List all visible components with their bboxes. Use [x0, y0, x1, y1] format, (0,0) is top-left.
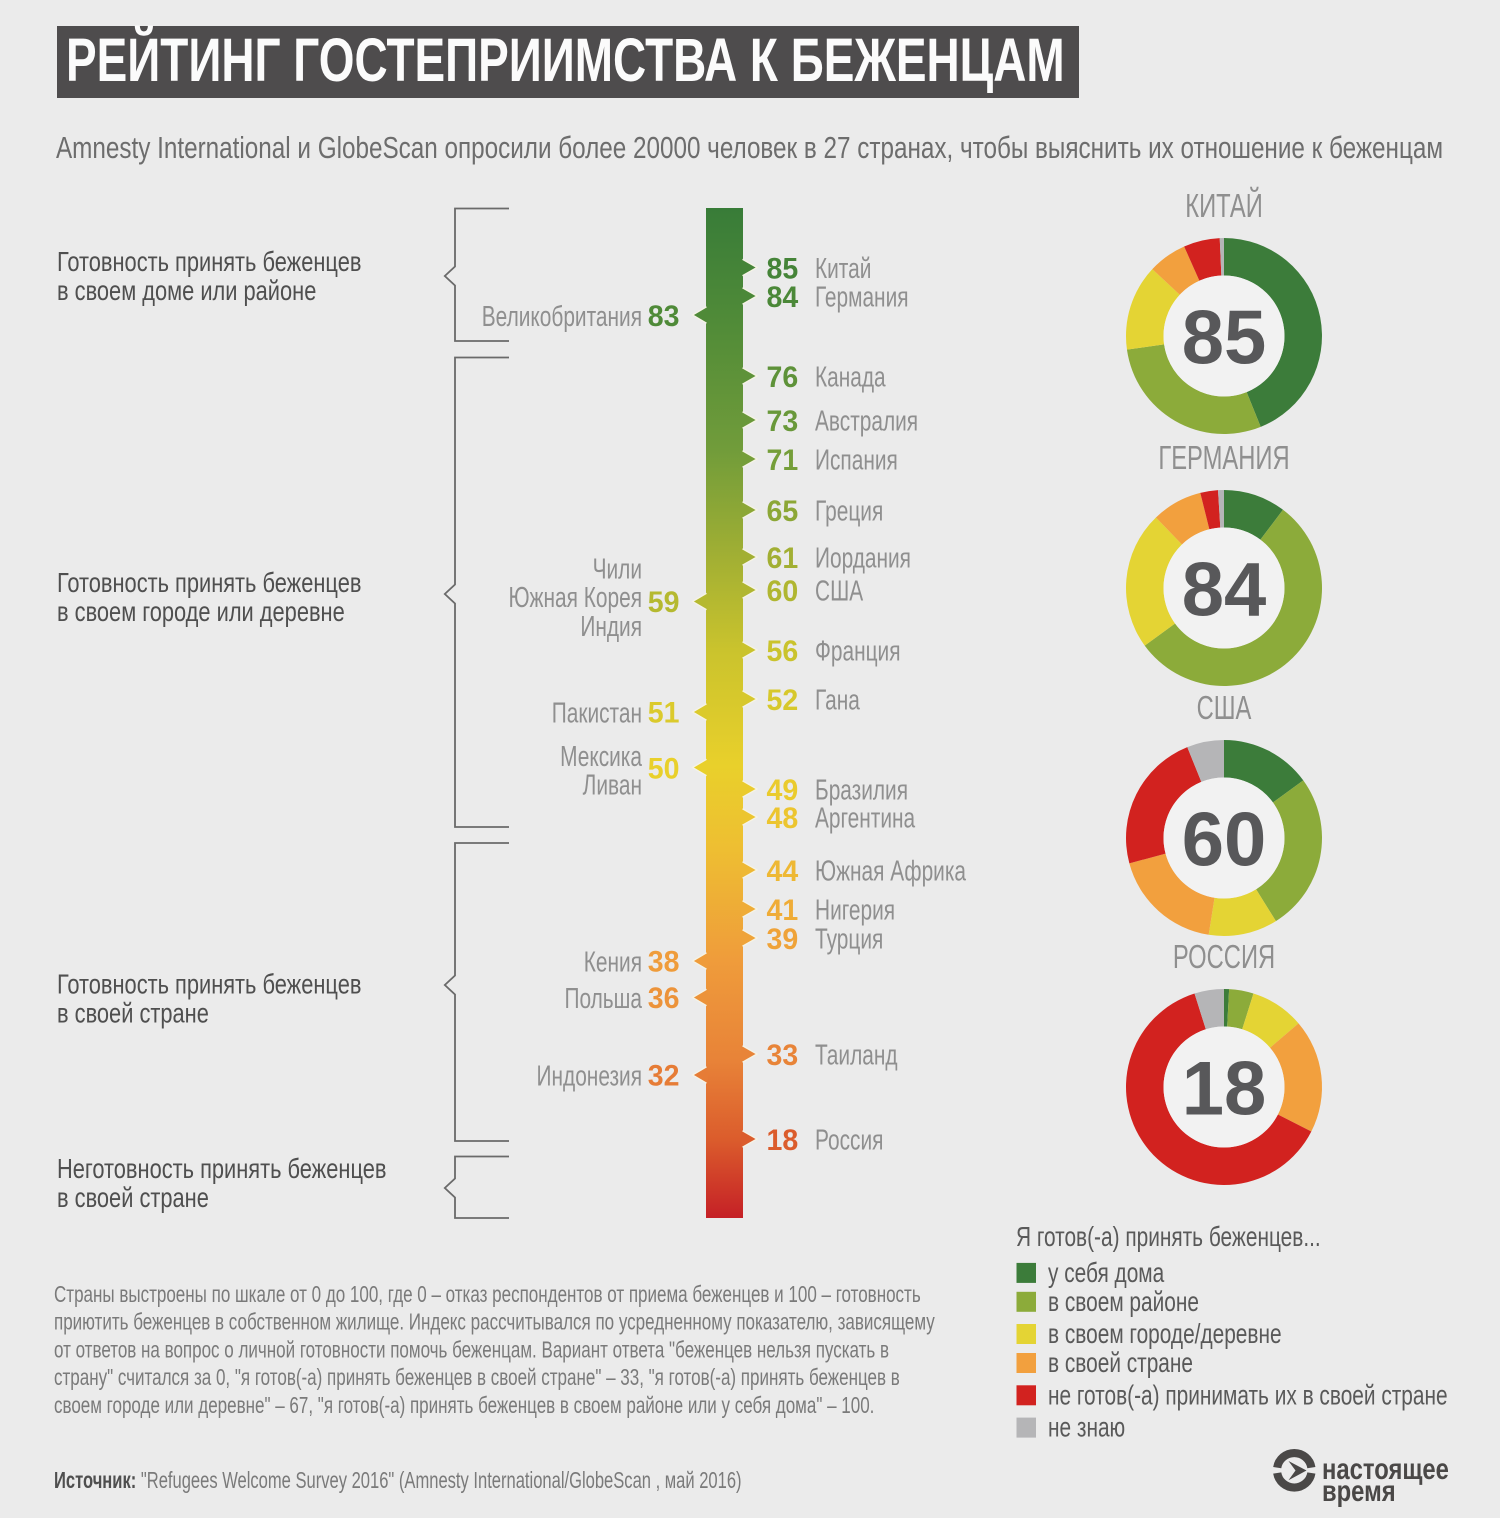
svg-text:в своем городе/деревне: в своем городе/деревне	[1048, 1319, 1282, 1350]
svg-text:Таиланд: Таиланд	[815, 1039, 898, 1071]
svg-text:Бразилия: Бразилия	[815, 774, 908, 806]
svg-text:71: 71	[767, 444, 799, 477]
svg-text:39: 39	[767, 923, 799, 956]
svg-text:18: 18	[1182, 1047, 1267, 1132]
svg-text:Ливан: Ливан	[583, 769, 642, 801]
svg-text:время: время	[1322, 1473, 1396, 1507]
svg-text:не знаю: не знаю	[1048, 1413, 1125, 1444]
svg-text:Китай: Китай	[815, 253, 871, 285]
svg-text:Иордания: Иордания	[815, 542, 911, 574]
svg-text:Amnesty International и GlobeS: Amnesty International и GlobeScan опроси…	[56, 130, 1443, 165]
svg-text:Индия: Индия	[580, 611, 642, 643]
svg-text:83: 83	[648, 300, 680, 333]
svg-text:85: 85	[767, 253, 799, 286]
svg-text:Страны выстроены по шкале от 0: Страны выстроены по шкале от 0 до 100, г…	[54, 1283, 921, 1308]
svg-text:41: 41	[767, 894, 799, 927]
svg-text:36: 36	[648, 982, 680, 1015]
svg-text:РЕЙТИНГ ГОСТЕПРИИМСТВА К БЕЖЕН: РЕЙТИНГ ГОСТЕПРИИМСТВА К БЕЖЕНЦАМ	[66, 26, 1065, 95]
svg-text:ГЕРМАНИЯ: ГЕРМАНИЯ	[1158, 440, 1289, 477]
svg-text:Неготовность принять беженцев: Неготовность принять беженцев	[57, 1153, 386, 1184]
svg-text:56: 56	[767, 635, 799, 668]
svg-text:18: 18	[767, 1124, 799, 1157]
svg-text:Источник: "Refugees Welcome Su: Источник: "Refugees Welcome Survey 2016"…	[54, 1468, 742, 1493]
svg-text:33: 33	[767, 1039, 799, 1072]
svg-text:32: 32	[648, 1060, 680, 1093]
svg-text:85: 85	[1182, 296, 1267, 381]
svg-text:84: 84	[1182, 548, 1267, 633]
svg-text:не готов(-а) принимать их в св: не готов(-а) принимать их в своей стране	[1048, 1380, 1448, 1411]
svg-text:США: США	[1197, 690, 1252, 727]
svg-text:44: 44	[767, 855, 799, 888]
svg-text:Австралия: Австралия	[815, 405, 918, 437]
svg-text:Франция: Франция	[815, 635, 900, 667]
svg-text:Мексика: Мексика	[560, 741, 643, 773]
svg-text:в своей стране: в своей стране	[1048, 1348, 1193, 1379]
svg-text:65: 65	[767, 495, 799, 528]
svg-text:страну" считался за 0, "я гото: страну" считался за 0, "я готов(-а) прин…	[54, 1366, 900, 1391]
svg-text:49: 49	[767, 774, 799, 807]
svg-text:51: 51	[648, 697, 680, 730]
svg-text:Я готов(-а) принять беженцев..: Я готов(-а) принять беженцев...	[1016, 1222, 1321, 1253]
svg-text:Аргентина: Аргентина	[815, 802, 916, 834]
svg-text:своем городе или деревне" – 67: своем городе или деревне" – 67, "я готов…	[54, 1393, 874, 1418]
svg-text:в своем районе: в своем районе	[1048, 1287, 1199, 1318]
svg-text:73: 73	[767, 405, 799, 438]
svg-text:48: 48	[767, 802, 799, 835]
svg-text:РОССИЯ: РОССИЯ	[1173, 939, 1275, 976]
svg-text:Индонезия: Индонезия	[537, 1060, 642, 1092]
svg-text:84: 84	[767, 281, 799, 314]
svg-text:60: 60	[1182, 798, 1267, 883]
svg-text:настоящее: настоящее	[1322, 1451, 1449, 1485]
svg-text:в своем доме или районе: в своем доме или районе	[57, 275, 316, 306]
svg-text:в своей стране: в своей стране	[57, 1182, 209, 1213]
svg-text:76: 76	[767, 361, 799, 394]
svg-text:Нигерия: Нигерия	[815, 894, 895, 926]
svg-text:Чили: Чили	[593, 553, 642, 585]
svg-text:в своей стране: в своей стране	[57, 998, 209, 1029]
svg-text:52: 52	[767, 684, 799, 717]
svg-text:США: США	[815, 575, 863, 607]
svg-text:Гана: Гана	[815, 684, 861, 716]
svg-text:Южная Корея: Южная Корея	[508, 582, 642, 614]
svg-text:Готовность принять беженцев: Готовность принять беженцев	[57, 246, 361, 277]
svg-text:Канада: Канада	[815, 361, 886, 393]
svg-text:приютить беженцев в собственно: приютить беженцев в собственном жилище. …	[54, 1310, 936, 1335]
svg-text:Польша: Польша	[564, 983, 642, 1015]
svg-text:Россия: Россия	[815, 1124, 883, 1156]
svg-text:60: 60	[767, 575, 799, 608]
svg-text:Южная Африка: Южная Африка	[815, 855, 967, 887]
svg-text:38: 38	[648, 946, 680, 979]
svg-text:Испания: Испания	[815, 444, 898, 476]
svg-text:у себя дома: у себя дома	[1048, 1258, 1164, 1289]
svg-text:Великобритания: Великобритания	[482, 301, 642, 333]
svg-text:61: 61	[767, 542, 799, 575]
svg-text:от ответов на вопрос о личной: от ответов на вопрос о личной готовности…	[54, 1338, 889, 1363]
svg-text:Греция: Греция	[815, 495, 883, 527]
svg-text:в своем городе или деревне: в своем городе или деревне	[57, 596, 345, 627]
svg-text:Германия: Германия	[815, 281, 909, 313]
svg-text:Готовность принять беженцев: Готовность принять беженцев	[57, 969, 361, 1000]
svg-text:Готовность принять беженцев: Готовность принять беженцев	[57, 567, 361, 598]
svg-text:Кения: Кения	[584, 946, 642, 978]
svg-text:50: 50	[648, 753, 680, 786]
svg-text:Турция: Турция	[815, 923, 883, 955]
svg-text:КИТАЙ: КИТАЙ	[1185, 186, 1263, 225]
svg-text:59: 59	[648, 586, 680, 619]
svg-text:Пакистан: Пакистан	[552, 697, 642, 729]
